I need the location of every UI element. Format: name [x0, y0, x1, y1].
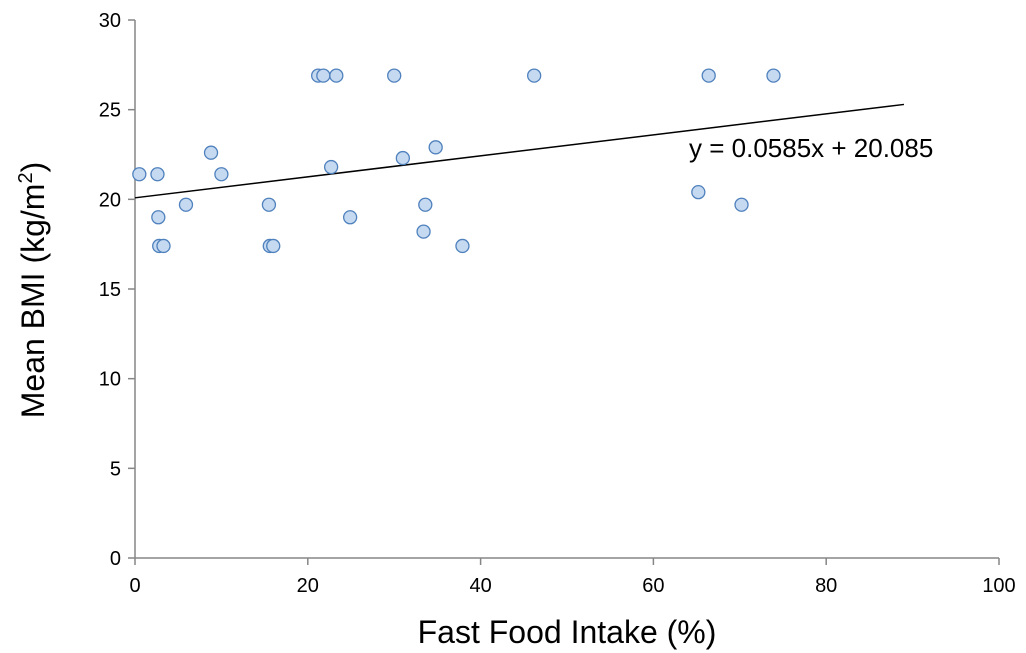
y-tick-label: 10	[99, 369, 121, 391]
data-point	[418, 197, 433, 212]
data-point	[701, 68, 716, 83]
data-point	[455, 238, 470, 254]
x-tick-label: 100	[982, 575, 1015, 597]
data-point	[691, 185, 706, 200]
data-point	[323, 159, 339, 175]
ticks-group: 0 20 40 60 80 100 0 5 10 15 20 25 30	[99, 10, 1016, 597]
data-point	[428, 140, 443, 155]
data-points-group	[132, 68, 781, 254]
data-point	[527, 68, 542, 83]
y-tick-label: 25	[99, 100, 121, 122]
data-point	[416, 224, 431, 239]
trendline-group	[134, 103, 905, 199]
y-tick-label: 20	[99, 189, 121, 211]
y-tick-label: 15	[99, 279, 121, 301]
data-point	[766, 68, 781, 83]
data-point	[151, 210, 166, 225]
data-point	[214, 167, 229, 182]
data-point	[132, 167, 147, 182]
x-tick-label: 20	[297, 575, 319, 597]
data-point	[203, 145, 219, 160]
data-point	[342, 210, 358, 225]
data-point	[387, 68, 402, 83]
data-point	[261, 197, 277, 212]
x-tick-label: 40	[469, 575, 491, 597]
data-point	[395, 150, 410, 166]
y-axis-title: Mean BMI (kg/m2)	[15, 162, 51, 419]
data-point	[156, 238, 171, 254]
x-axis-title: Fast Food Intake (%)	[418, 614, 717, 650]
data-point	[178, 197, 194, 212]
x-tick-label: 80	[815, 575, 837, 597]
y-axis-title-close: )	[15, 162, 51, 173]
trendline	[134, 103, 905, 199]
x-tick-label: 60	[642, 575, 664, 597]
y-tick-label: 0	[110, 548, 121, 570]
trendline-equation: y = 0.0585x + 20.085	[689, 133, 933, 163]
data-point	[266, 238, 281, 254]
y-tick-label: 5	[110, 458, 121, 480]
y-axis-title-main: Mean BMI (kg/m	[15, 184, 51, 419]
axes-group	[134, 20, 999, 559]
y-axis-title-superscript: 2	[15, 172, 37, 183]
data-point	[734, 197, 749, 212]
data-point	[316, 68, 331, 83]
x-tick-label: 0	[129, 575, 140, 597]
y-tick-label: 30	[99, 10, 121, 32]
data-point	[329, 68, 344, 83]
data-point	[150, 167, 165, 182]
